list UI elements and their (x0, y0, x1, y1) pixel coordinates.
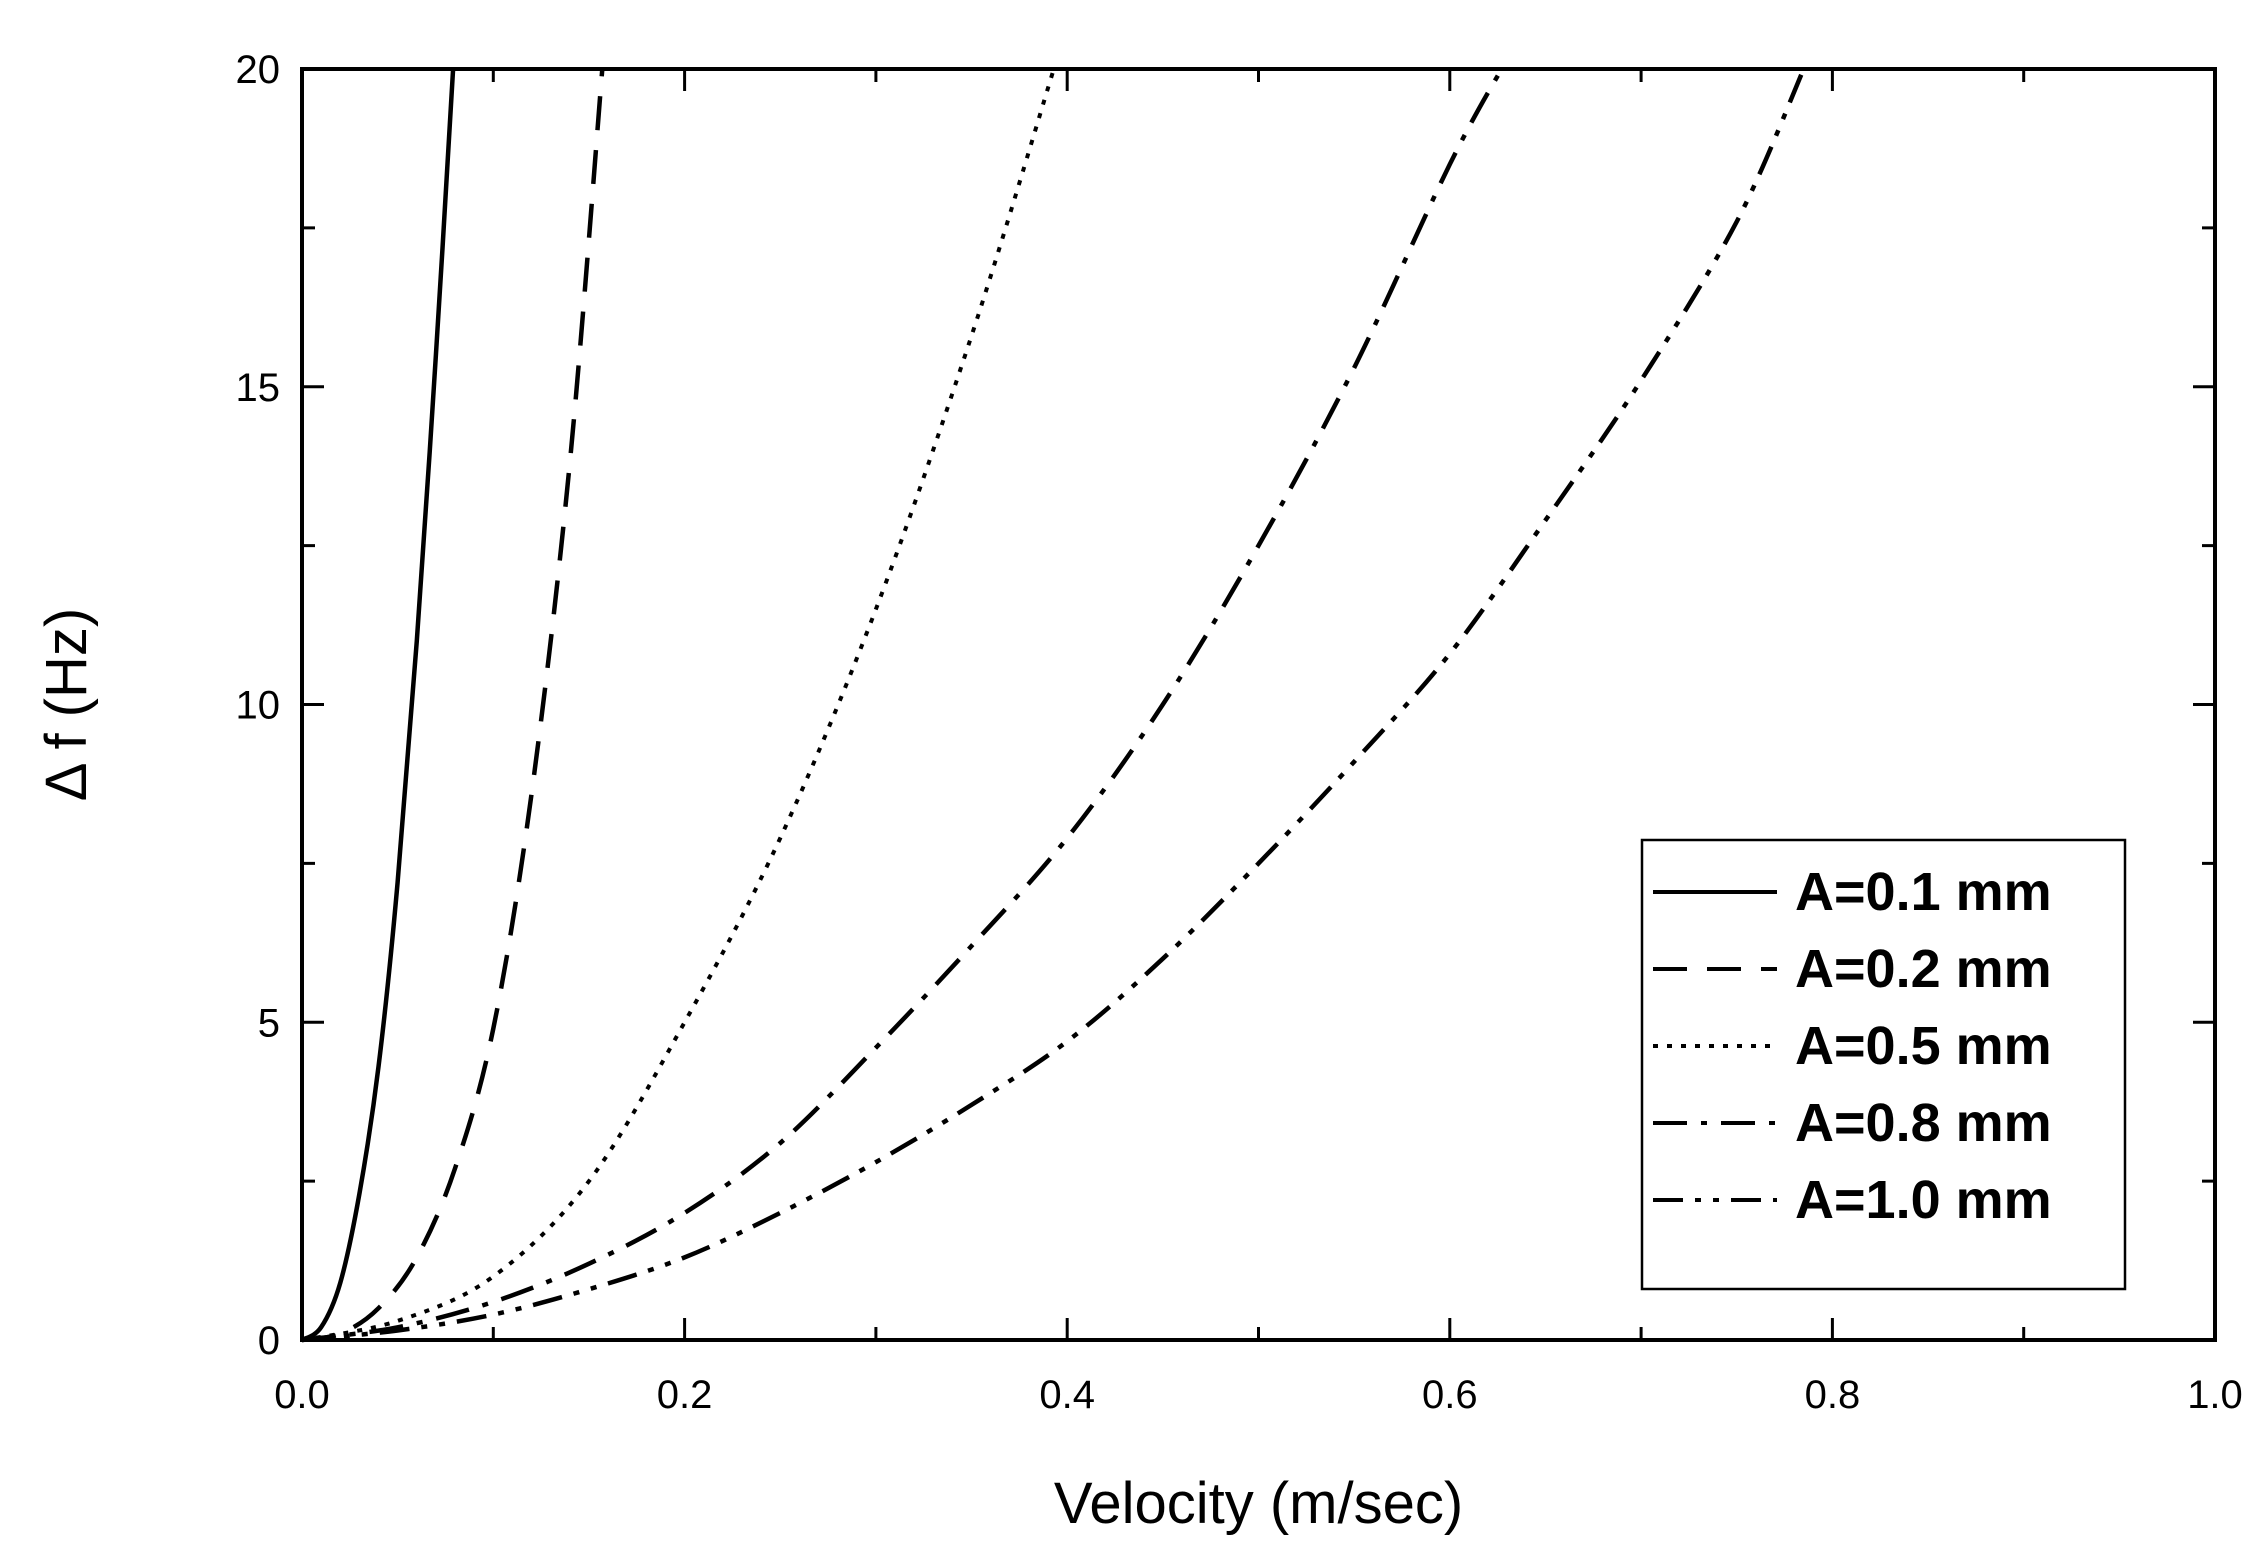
series-line-2 (301, 68, 605, 1343)
y-axis-title: Δ f (Hz) (34, 608, 99, 801)
x-tick-label: 0.4 (1039, 1373, 1095, 1417)
legend-label-1: A=0.1 mm (1795, 862, 2052, 922)
legend-label-5: A=1.0 mm (1795, 1170, 2052, 1230)
y-axis: 0 5 10 15 20 (236, 48, 2215, 1363)
x-tick-label: 0.8 (1805, 1373, 1861, 1417)
y-tick-label: 5 (258, 1001, 280, 1045)
legend-label-4: A=0.8 mm (1795, 1093, 2052, 1153)
x-axis-title: Velocity (m/sec) (1054, 1471, 1463, 1536)
legend: A=0.1 mm A=0.2 mm A=0.5 mm A=0.8 mm A=1.0 mm (1640, 838, 2127, 1291)
legend-label-3: A=0.5 mm (1795, 1016, 2052, 1076)
x-tick-label: 0.2 (657, 1373, 713, 1417)
series-layer (300, 67, 1806, 1343)
y-tick-label: 15 (236, 366, 281, 410)
x-tick-label: 1.0 (2187, 1373, 2243, 1417)
legend-label-2: A=0.2 mm (1795, 939, 2052, 999)
x-axis: 0.0 0.2 0.4 0.6 0.8 1.0 (274, 69, 2243, 1417)
x-tick-label: 0.6 (1422, 1373, 1478, 1417)
series-line-5 (301, 68, 1806, 1343)
y-tick-label: 20 (236, 48, 281, 92)
legend-box (1640, 838, 2127, 1291)
x-tick-label: 0.0 (274, 1373, 330, 1417)
y-tick-label: 0 (258, 1319, 280, 1363)
series-line-3 (301, 68, 1056, 1342)
series-line-1 (300, 68, 456, 1342)
y-tick-label: 10 (236, 684, 281, 728)
series-line-4 (301, 67, 1504, 1343)
